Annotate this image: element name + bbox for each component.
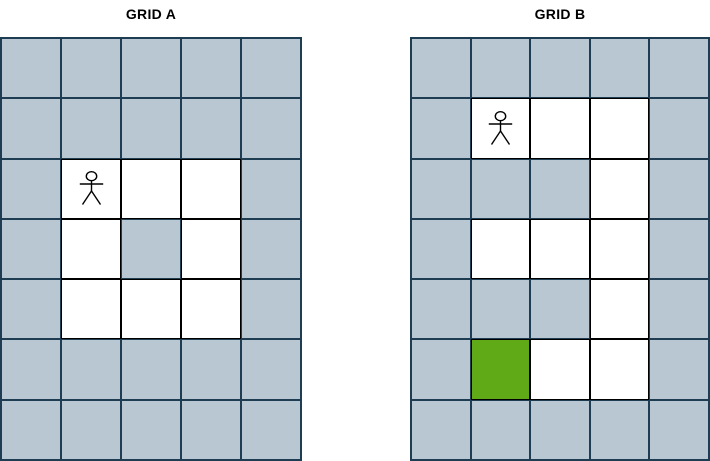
grid-cell-wall: [411, 158, 471, 219]
grid-cell-open: [589, 218, 650, 280]
grid-cell-wall: [1, 339, 61, 400]
grid-cell-wall: [470, 279, 531, 340]
grid-cell-wall: [1, 279, 61, 340]
grid-cell-wall: [1, 218, 61, 280]
grid-cell-green: [470, 339, 531, 400]
grid-cell-wall: [241, 339, 301, 400]
grid-cell-wall: [589, 38, 650, 99]
grid-cell-wall: [649, 218, 709, 280]
grid-cell-wall: [1, 98, 61, 159]
grid-cell-open: [121, 279, 181, 340]
grid-cell-wall: [411, 279, 471, 340]
grid-cell-wall: [61, 38, 121, 99]
grid-cell-wall: [411, 38, 471, 99]
grid-cell-open: [121, 158, 181, 219]
grid-cell-open: [530, 339, 590, 400]
grid-cell-person: [61, 158, 121, 219]
grid-cell-wall: [649, 339, 709, 400]
grid-cell-wall: [121, 339, 181, 400]
grid-cell-open: [589, 98, 650, 159]
grid-a-title: GRID A: [125, 6, 177, 22]
grid-cell-open: [181, 279, 241, 340]
grid-cell-wall: [181, 38, 241, 99]
grid-cell-wall: [121, 98, 181, 159]
grid-cell-wall: [649, 38, 709, 99]
person-icon: [79, 171, 103, 206]
grid-a: [0, 37, 302, 461]
grid-cell-wall: [241, 158, 301, 219]
grid-cell-wall: [530, 158, 590, 219]
grid-cell-open: [530, 218, 590, 280]
grid-cell-open: [181, 218, 241, 280]
person-icon: [488, 110, 513, 145]
grid-cell-wall: [61, 399, 121, 460]
grid-cell-wall: [241, 98, 301, 159]
grid-cell-wall: [181, 399, 241, 460]
grid-cell-wall: [241, 38, 301, 99]
grid-cell-wall: [61, 98, 121, 159]
grid-cell-open: [470, 218, 531, 280]
grid-cell-wall: [411, 98, 471, 159]
grid-cell-wall: [530, 399, 590, 460]
grid-cell-wall: [411, 339, 471, 400]
grid-cell-wall: [121, 218, 181, 280]
grid-cell-wall: [181, 339, 241, 400]
grid-cell-person: [470, 98, 531, 159]
grid-cell-open: [589, 279, 650, 340]
grid-cell-wall: [1, 399, 61, 460]
grid-cell-wall: [241, 399, 301, 460]
grid-cell-wall: [649, 399, 709, 460]
grid-cell-open: [589, 158, 650, 219]
grid-cell-wall: [61, 339, 121, 400]
grid-b: [410, 37, 710, 461]
grid-cell-wall: [470, 158, 531, 219]
grid-cell-wall: [530, 38, 590, 99]
grid-cell-wall: [121, 399, 181, 460]
grid-cell-open: [181, 158, 241, 219]
grid-cell-wall: [411, 218, 471, 280]
grid-cell-open: [61, 218, 121, 280]
grid-cell-wall: [649, 279, 709, 340]
grid-cell-open: [530, 98, 590, 159]
grid-cell-wall: [649, 98, 709, 159]
grid-b-title: GRID B: [534, 6, 586, 22]
grid-cell-wall: [241, 218, 301, 280]
grid-cell-wall: [589, 399, 650, 460]
grid-cell-open: [61, 279, 121, 340]
grid-cell-wall: [530, 279, 590, 340]
grid-cell-wall: [1, 38, 61, 99]
grid-cell-wall: [411, 399, 471, 460]
grid-cell-wall: [121, 38, 181, 99]
grid-cell-open: [589, 339, 650, 400]
grid-cell-wall: [181, 98, 241, 159]
grid-cell-wall: [470, 399, 531, 460]
grid-cell-wall: [649, 158, 709, 219]
grid-cell-wall: [1, 158, 61, 219]
grid-cell-wall: [470, 38, 531, 99]
grid-cell-wall: [241, 279, 301, 340]
